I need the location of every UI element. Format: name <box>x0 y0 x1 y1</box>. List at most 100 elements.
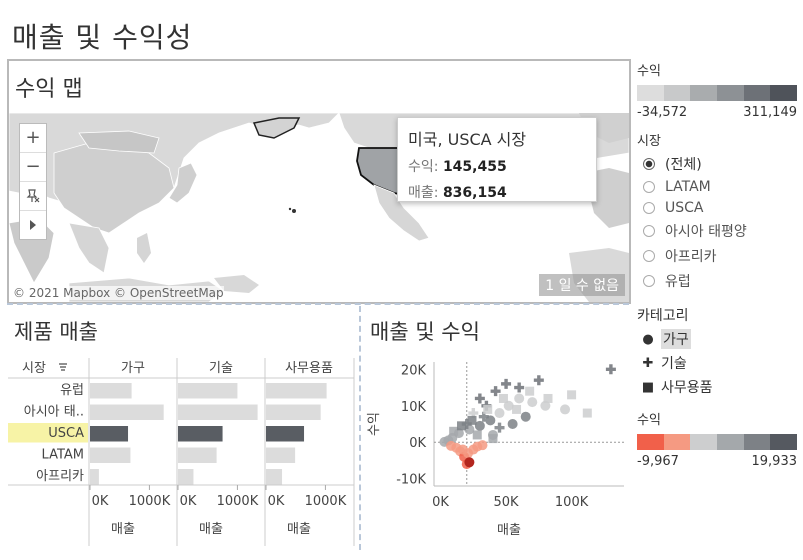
mongolia-land <box>78 130 160 154</box>
market-option[interactable]: 아프리카 <box>643 246 797 266</box>
product-sales-title: 제품 매출 <box>14 320 98 344</box>
scatter-point-cross[interactable] <box>474 393 485 404</box>
scatter-point-square[interactable] <box>567 390 577 400</box>
filter-icon[interactable] <box>59 363 67 371</box>
scatter-point-cross[interactable] <box>514 382 525 393</box>
sales-bar[interactable] <box>90 404 164 421</box>
scatter-profit-color-legend[interactable] <box>637 434 798 450</box>
category-label: 사무용품 <box>661 380 713 396</box>
scatter-point-square[interactable] <box>582 408 592 418</box>
row-label[interactable]: 아시아 태.. <box>24 405 84 420</box>
category-label: 가구 <box>661 329 691 349</box>
scatter-point-square[interactable] <box>543 393 553 403</box>
market-option-label: LATAM <box>665 179 711 195</box>
profit-color-legend[interactable] <box>637 85 798 101</box>
sales-bar[interactable] <box>266 383 327 399</box>
scatter-point-cross[interactable] <box>490 386 501 397</box>
market-option[interactable]: (전체) <box>643 154 797 174</box>
sales-bar[interactable] <box>178 447 217 464</box>
row-label[interactable]: USCA <box>48 426 84 441</box>
zoom-out-button[interactable]: − <box>20 153 46 182</box>
scatter-point-square[interactable] <box>498 393 508 403</box>
sales-bar[interactable] <box>178 383 238 399</box>
sales-bar[interactable] <box>266 447 296 464</box>
scatter-point-square[interactable] <box>512 404 522 414</box>
row-label[interactable]: LATAM <box>42 448 84 463</box>
side-panel: 수익 -34,572 311,149 시장 (전체) LATAM USCA 아시아 태… <box>637 60 798 469</box>
category-item[interactable]: ■ 사무용품 <box>641 377 797 397</box>
scatter-point-cross[interactable] <box>501 378 512 389</box>
scatter-point-circle[interactable] <box>507 419 518 429</box>
axis-title: 매출 <box>111 522 135 537</box>
row-header: 시장 <box>22 361 46 376</box>
sales-bar[interactable] <box>90 447 131 464</box>
scatter-point-circle[interactable] <box>560 404 571 415</box>
market-option-label: 유럽 <box>665 274 691 290</box>
tooltip-title: 미국, USCA 시장 <box>408 130 527 149</box>
pin-reset-button[interactable] <box>20 182 46 211</box>
market-option-label: 아프리카 <box>665 249 717 265</box>
scatter-point-circle[interactable] <box>457 444 468 455</box>
scatter-point-cross[interactable] <box>494 422 505 433</box>
radio-icon <box>643 202 655 214</box>
zoom-in-button[interactable]: + <box>20 124 46 153</box>
y-axis-title: 수익 <box>367 412 382 436</box>
category-item[interactable]: ● 가구 <box>641 329 797 349</box>
scatter-title: 매출 및 수익 <box>370 320 480 344</box>
triangle-right-icon <box>30 220 36 230</box>
market-option-label: 아시아 태평양 <box>665 224 747 240</box>
sales-bar[interactable] <box>178 469 194 485</box>
sales-bar[interactable] <box>266 404 321 421</box>
sales-bar[interactable] <box>178 426 223 442</box>
row-label[interactable]: 유럽 <box>60 383 84 398</box>
sales-bar[interactable] <box>178 404 258 421</box>
scatter-point-cross[interactable] <box>468 408 479 419</box>
sales-bar[interactable] <box>266 426 305 442</box>
scatter-point-square[interactable] <box>488 434 498 444</box>
scatter-point-cross[interactable] <box>533 375 544 386</box>
alaska-land <box>252 117 301 139</box>
scatter-point-cross[interactable] <box>605 364 616 375</box>
map-attribution[interactable]: © 2021 Mapbox © OpenStreetMap <box>13 286 224 300</box>
scatter-point-circle[interactable] <box>520 411 531 422</box>
scatter-point-square[interactable] <box>467 415 477 425</box>
scatter-point-circle[interactable] <box>446 440 457 451</box>
category-item[interactable]: ✚ 기술 <box>641 353 797 373</box>
market-option[interactable]: 유럽 <box>643 271 797 291</box>
sales-bar[interactable] <box>90 469 99 485</box>
scatter-point-circle[interactable] <box>474 420 485 431</box>
scatter-point-square[interactable] <box>457 421 467 431</box>
scatter-point-circle[interactable] <box>514 393 525 404</box>
map-canvas[interactable] <box>9 113 629 302</box>
scatter-point-square[interactable] <box>472 430 482 440</box>
scatter-point-cross[interactable] <box>478 411 489 422</box>
scatter-point-cross[interactable] <box>461 419 472 429</box>
profit-legend-swatch <box>663 85 691 101</box>
x-tick-label: 0K <box>432 495 449 510</box>
sales-profit-scatter[interactable]: 20K 10K 0K -10K 0K 50K 100K 매출 수익 <box>362 350 632 550</box>
scatter-point-square[interactable] <box>449 426 459 436</box>
map-title: 수익 맵 <box>15 77 83 102</box>
row-label[interactable]: 아프리카 <box>36 469 84 484</box>
tooltip-sales-row: 매출: 836,154 <box>408 182 586 202</box>
tick-label: 1000K <box>129 494 171 509</box>
scatter-point-circle[interactable] <box>503 400 514 411</box>
sales-bar[interactable] <box>90 426 129 442</box>
scatter-point-selected[interactable] <box>464 457 475 468</box>
sales-bar[interactable] <box>90 383 132 399</box>
y-tick-label: -10K <box>396 473 426 488</box>
scatter-point-square[interactable] <box>483 404 493 414</box>
vertical-separator <box>359 306 361 550</box>
scatter-point-square[interactable] <box>525 386 535 396</box>
expand-toolbar-button[interactable] <box>20 211 46 239</box>
profit-legend-max: 311,149 <box>743 105 797 120</box>
scatter-point-circle[interactable] <box>477 440 488 451</box>
scatter-point-circle[interactable] <box>494 408 505 419</box>
market-option[interactable]: USCA <box>643 200 797 216</box>
market-option[interactable]: 아시아 태평양 <box>643 221 797 241</box>
market-option[interactable]: LATAM <box>643 179 797 195</box>
scatter-point-circle[interactable] <box>540 400 551 411</box>
sales-bar[interactable] <box>266 469 283 485</box>
scatter-point-circle[interactable] <box>527 397 538 408</box>
